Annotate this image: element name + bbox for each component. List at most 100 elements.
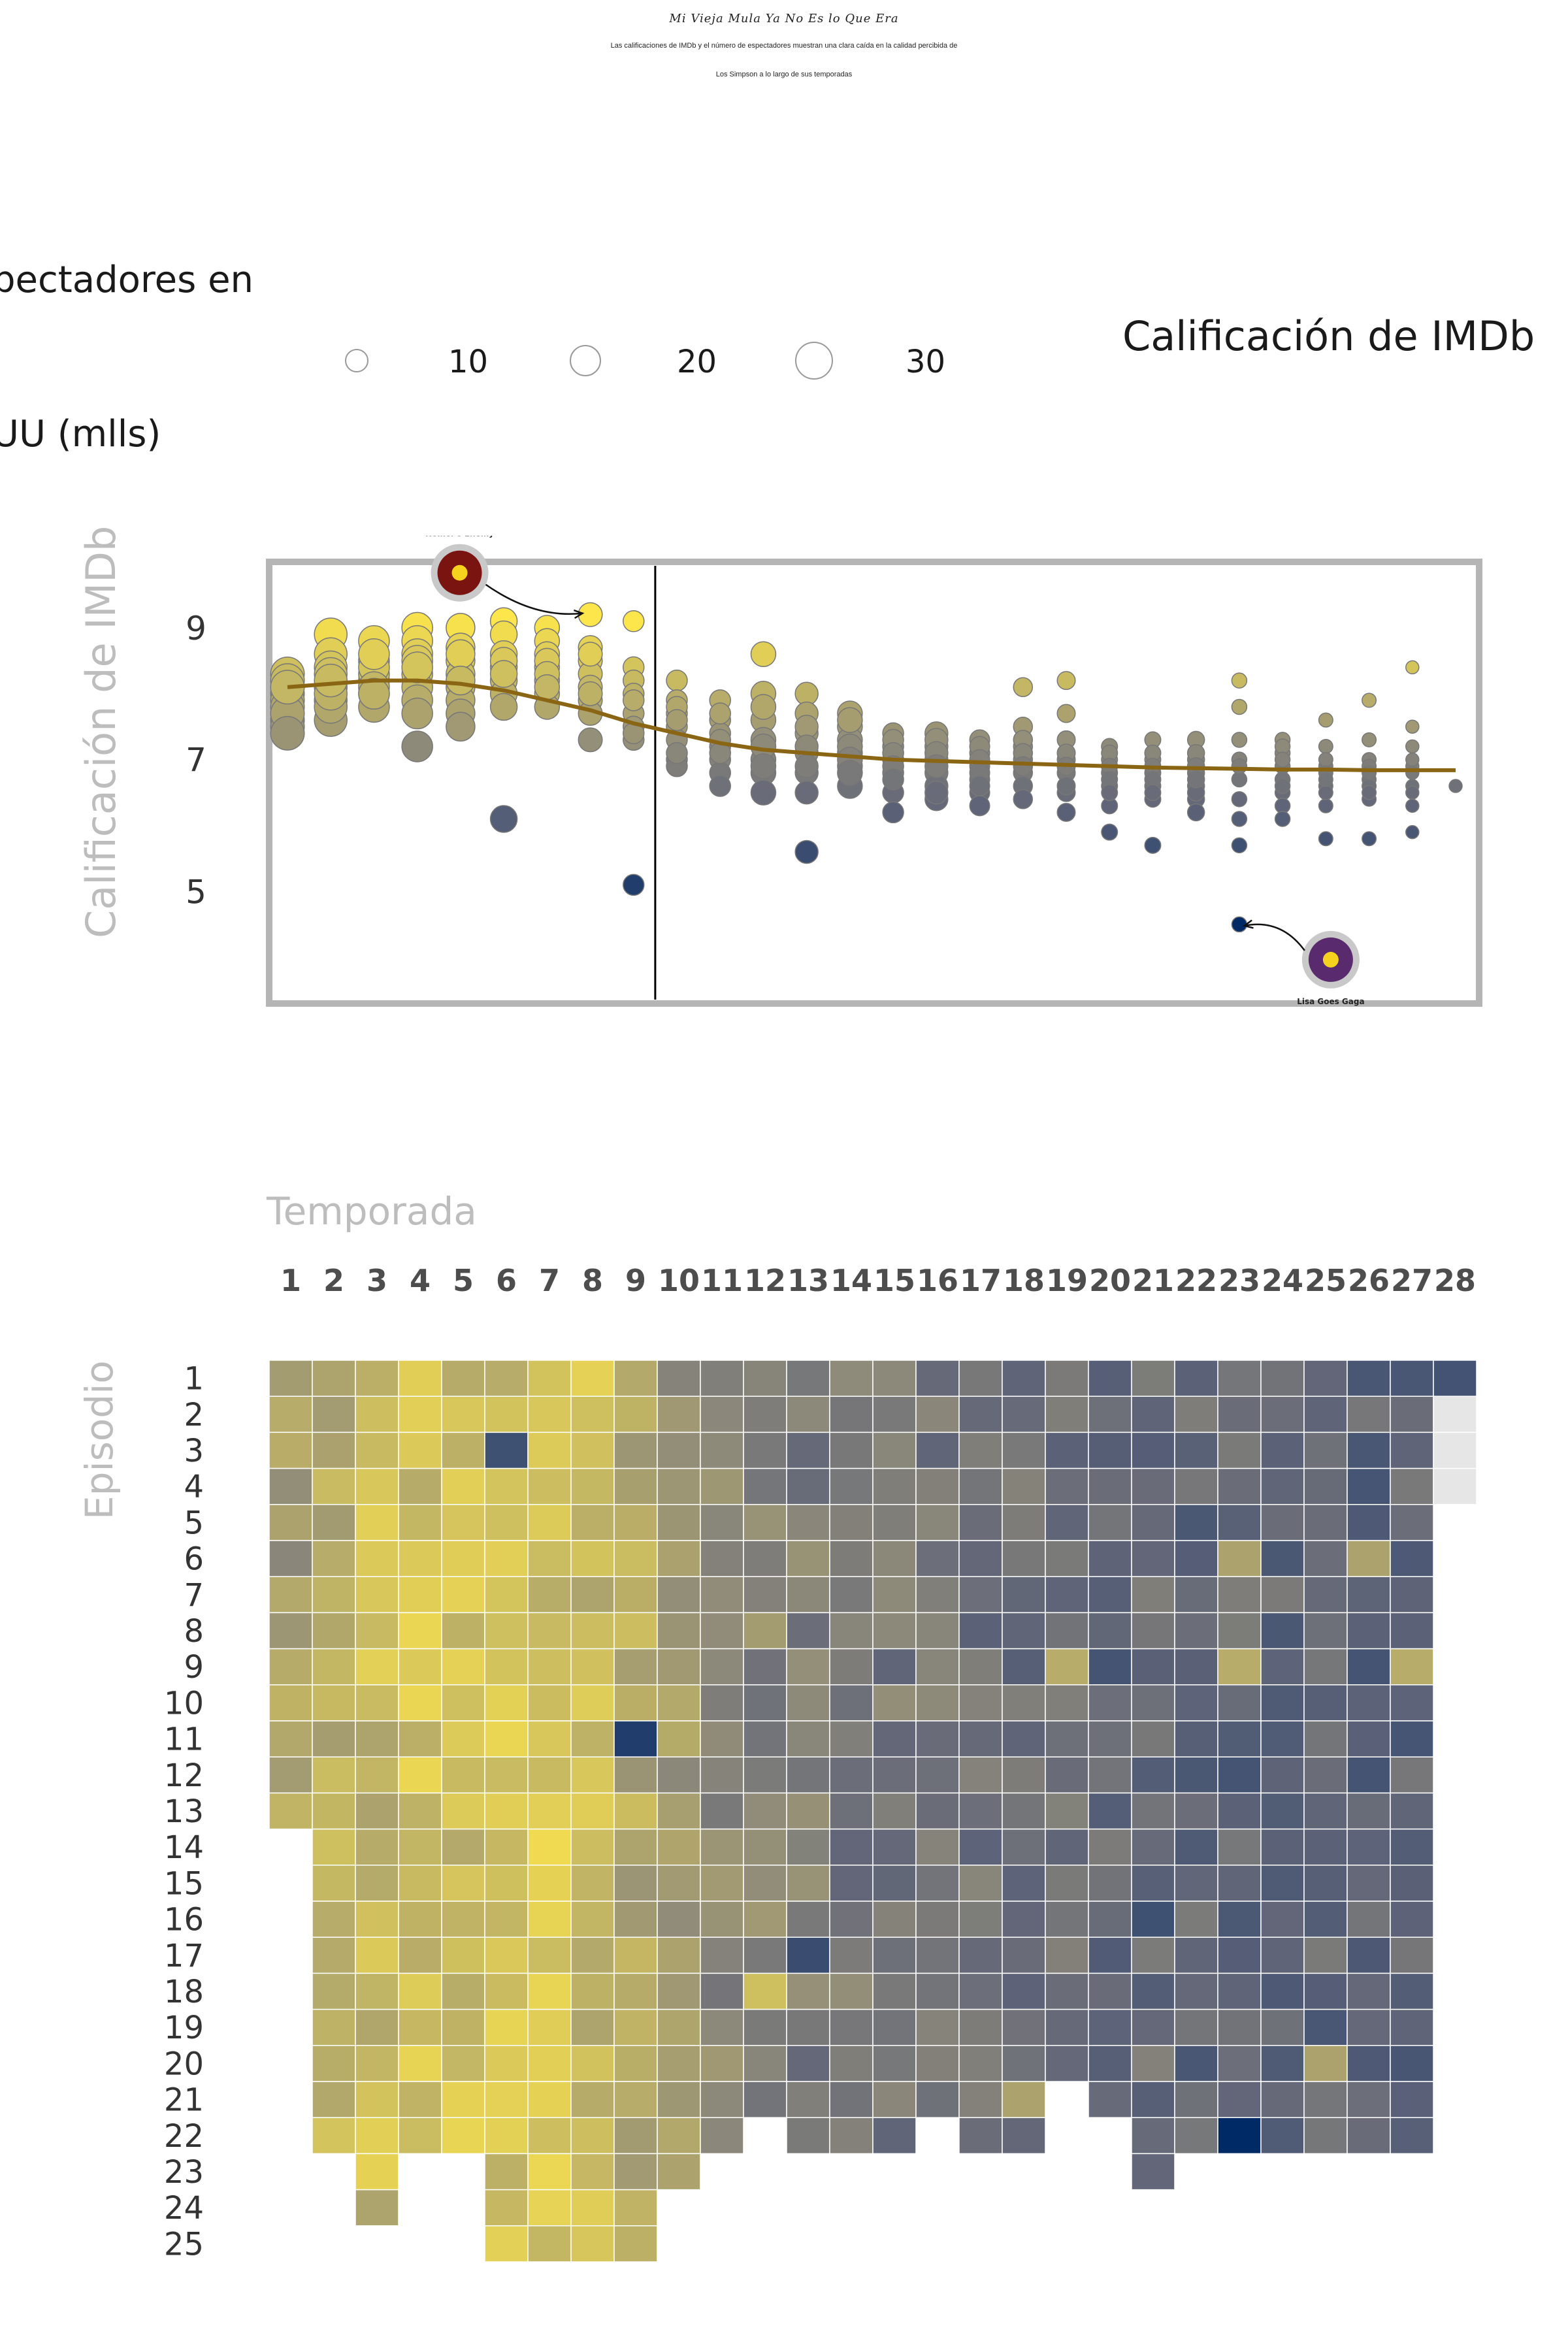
scatter-point-s2-10 bbox=[314, 663, 348, 698]
heatmap-cell-s13-e12 bbox=[786, 1756, 830, 1794]
heatmap-cell-s3-e11 bbox=[355, 1720, 399, 1757]
heatmap-cell-s13-e14 bbox=[786, 1828, 830, 1866]
heatmap-x-tick-28: 28 bbox=[1434, 1263, 1476, 1298]
scatter-point-s10-10 bbox=[666, 742, 688, 764]
scatter-point-s27-8 bbox=[1405, 752, 1420, 767]
heatmap-cell-s27-e14 bbox=[1390, 1828, 1434, 1866]
heatmap-cell-s2-e15 bbox=[312, 1865, 356, 1902]
heatmap-cell-s23-e10 bbox=[1217, 1684, 1262, 1722]
heatmap-cell-s21-e3 bbox=[1131, 1431, 1175, 1469]
heatmap-cell-s11-e3 bbox=[700, 1431, 744, 1469]
heatmap-cell-s15-e19 bbox=[872, 2008, 917, 2046]
heatmap-cell-s27-e8 bbox=[1390, 1612, 1434, 1650]
heatmap-cell-s22-e8 bbox=[1174, 1612, 1218, 1650]
size-legend-circle-20 bbox=[570, 345, 601, 376]
scatter-point-s24-9 bbox=[1274, 751, 1291, 768]
heatmap-cell-s28-e4 bbox=[1433, 1467, 1477, 1505]
heatmap-cell-s22-e15 bbox=[1174, 1865, 1218, 1902]
heatmap-cell-s18-e3 bbox=[1002, 1431, 1046, 1469]
heatmap-cell-s15-e16 bbox=[872, 1901, 917, 1938]
heatmap-cell-s20-e8 bbox=[1088, 1612, 1132, 1650]
scatter-point-s11-7 bbox=[709, 775, 731, 797]
size-legend-label-20: 20 bbox=[677, 344, 717, 380]
scatter-point-s19-10 bbox=[1056, 776, 1076, 796]
heatmap-cell-s4-e19 bbox=[398, 2008, 442, 2046]
heatmap-cell-s19-e19 bbox=[1045, 2008, 1089, 2046]
heatmap-cell-s2-e12 bbox=[312, 1756, 356, 1794]
heatmap-x-tick-10: 10 bbox=[658, 1263, 700, 1298]
heatmap-cell-s24-e18 bbox=[1260, 1972, 1305, 2010]
heatmap-cell-s6-e10 bbox=[484, 1684, 529, 1722]
heatmap-cell-s24-e2 bbox=[1260, 1396, 1305, 1433]
heatmap-cell-s22-e21 bbox=[1174, 2081, 1218, 2118]
heatmap-cell-s11-e22 bbox=[700, 2117, 744, 2155]
heatmap-cell-s4-e3 bbox=[398, 1431, 442, 1469]
scatter-point-s6-10 bbox=[489, 660, 518, 688]
heatmap-cell-s15-e3 bbox=[872, 1431, 917, 1469]
heatmap-cell-s11-e17 bbox=[700, 1936, 744, 1974]
heatmap-cell-s12-e4 bbox=[743, 1467, 787, 1505]
heatmap-cell-s11-e11 bbox=[700, 1720, 744, 1757]
scatter-point-s7-10 bbox=[534, 674, 561, 700]
heatmap-cell-s7-e12 bbox=[527, 1756, 572, 1794]
size-legend-title-line-1: pectadores en bbox=[0, 259, 254, 301]
heatmap-cell-s6-e9 bbox=[484, 1648, 529, 1686]
heatmap-cell-s19-e13 bbox=[1045, 1792, 1089, 1830]
heatmap-y-tick-6: 6 bbox=[184, 1541, 204, 1578]
heatmap-cell-s16-e15 bbox=[915, 1865, 960, 1902]
heatmap-cell-s2-e9 bbox=[312, 1648, 356, 1686]
heatmap-cell-s13-e10 bbox=[786, 1684, 830, 1722]
heatmap-cell-s25-e19 bbox=[1303, 2008, 1348, 2046]
heatmap-cell-s15-e4 bbox=[872, 1467, 917, 1505]
heatmap-cell-s21-e19 bbox=[1131, 2008, 1175, 2046]
scatter-point-s19-7 bbox=[1056, 802, 1076, 822]
heatmap-cell-s24-e21 bbox=[1260, 2081, 1305, 2118]
heatmap-cell-s2-e5 bbox=[312, 1504, 356, 1541]
heatmap-cell-s10-e6 bbox=[657, 1540, 701, 1577]
heatmap-cell-s26-e3 bbox=[1347, 1431, 1391, 1469]
heatmap-cell-s17-e7 bbox=[958, 1576, 1003, 1614]
heatmap-cell-s16-e14 bbox=[915, 1828, 960, 1866]
heatmap-cell-s22-e11 bbox=[1174, 1720, 1218, 1757]
heatmap-cell-s7-e3 bbox=[527, 1431, 572, 1469]
heatmap-y-tick-10: 10 bbox=[164, 1685, 204, 1722]
heatmap-cell-s12-e12 bbox=[743, 1756, 787, 1794]
heatmap-cell-s8-e3 bbox=[570, 1431, 615, 1469]
heatmap-cell-s16-e4 bbox=[915, 1467, 960, 1505]
heatmap-cell-s20-e4 bbox=[1088, 1467, 1132, 1505]
heatmap-cell-s11-e1 bbox=[700, 1360, 744, 1397]
heatmap-cell-s26-e15 bbox=[1347, 1865, 1391, 1902]
heatmap-cell-s2-e11 bbox=[312, 1720, 356, 1757]
heatmap-cell-s14-e22 bbox=[829, 2117, 874, 2155]
heatmap-cell-s7-e22 bbox=[527, 2117, 572, 2155]
scatter-point-s25-7 bbox=[1318, 752, 1333, 768]
heatmap-cell-s14-e11 bbox=[829, 1720, 874, 1757]
heatmap-cell-s22-e17 bbox=[1174, 1936, 1218, 1974]
heatmap-cell-s17-e9 bbox=[958, 1648, 1003, 1686]
heatmap-cell-s8-e24 bbox=[570, 2189, 615, 2227]
annotation-label-1: Homer's Enemy bbox=[425, 536, 494, 538]
heatmap-cell-s6-e1 bbox=[484, 1360, 529, 1397]
heatmap-cell-s6-e20 bbox=[484, 2045, 529, 2082]
heatmap-cell-s11-e2 bbox=[700, 1396, 744, 1433]
heatmap-cell-s13-e9 bbox=[786, 1648, 830, 1686]
scatter-point-s21-10 bbox=[1144, 784, 1162, 802]
heatmap-cell-s23-e3 bbox=[1217, 1431, 1262, 1469]
heatmap-cell-s6-e2 bbox=[484, 1396, 529, 1433]
scatter-point-s22-10 bbox=[1186, 770, 1205, 789]
heatmap-cell-s22-e2 bbox=[1174, 1396, 1218, 1433]
heatmap-cell-s18-e16 bbox=[1002, 1901, 1046, 1938]
scatter-point-s4-8 bbox=[401, 697, 433, 730]
heatmap-cell-s22-e1 bbox=[1174, 1360, 1218, 1397]
heatmap-cell-s26-e11 bbox=[1347, 1720, 1391, 1757]
heatmap-cell-s8-e12 bbox=[570, 1756, 615, 1794]
heatmap-cell-s9-e4 bbox=[613, 1467, 658, 1505]
heatmap-cell-s24-e13 bbox=[1260, 1792, 1305, 1830]
heatmap-cell-s6-e15 bbox=[484, 1865, 529, 1902]
heatmap-cell-s3-e2 bbox=[355, 1396, 399, 1433]
heatmap-cell-s24-e19 bbox=[1260, 2008, 1305, 2046]
heatmap-cell-s18-e2 bbox=[1002, 1396, 1046, 1433]
heatmap-cell-s2-e17 bbox=[312, 1936, 356, 1974]
heatmap-cell-s26-e13 bbox=[1347, 1792, 1391, 1830]
heatmap-cell-s5-e16 bbox=[441, 1901, 485, 1938]
